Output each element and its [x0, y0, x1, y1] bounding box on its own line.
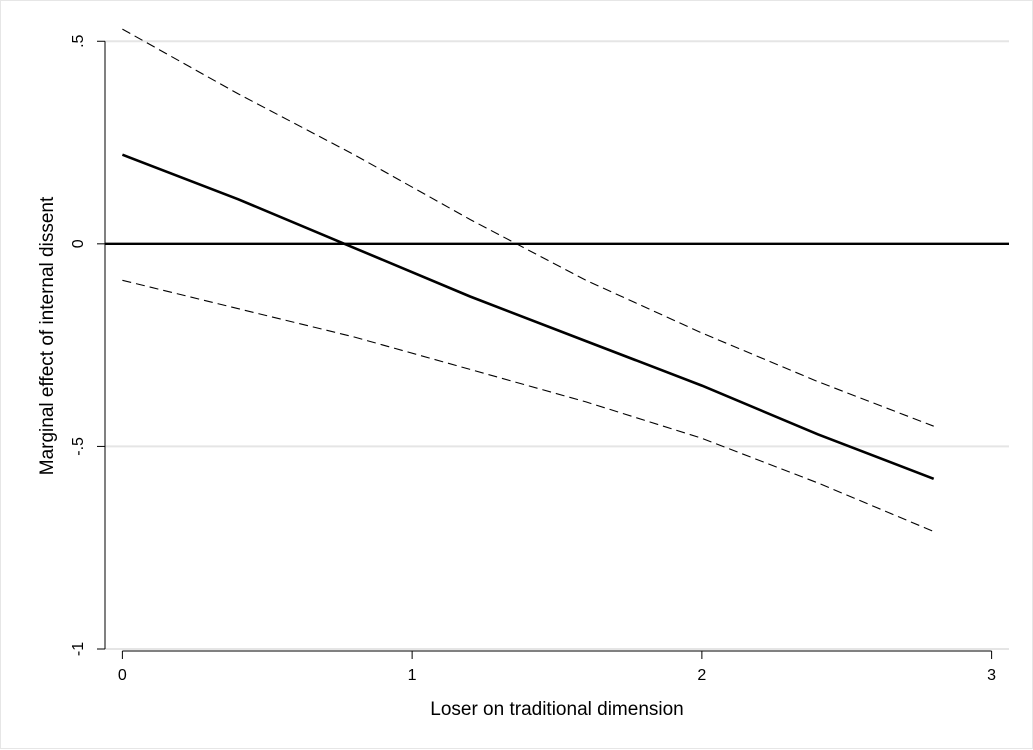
x-axis-title: Loser on traditional dimension	[430, 699, 684, 720]
confidence-bound-line	[122, 279, 934, 533]
y-tick-label: 0	[70, 239, 87, 248]
y-tick-label: -1	[70, 642, 87, 656]
y-tick-label: .5	[70, 34, 87, 47]
x-tick-label: 3	[987, 667, 996, 684]
confidence-bound-line	[122, 28, 934, 427]
x-tick-label: 0	[118, 667, 127, 684]
x-tick-label: 2	[697, 667, 706, 684]
marginal-effect-line	[121, 153, 935, 481]
x-tick-label: 1	[408, 667, 417, 684]
y-tick-label: -.5	[70, 437, 87, 456]
y-axis-title: Marginal effect of internal dissent	[37, 196, 58, 475]
